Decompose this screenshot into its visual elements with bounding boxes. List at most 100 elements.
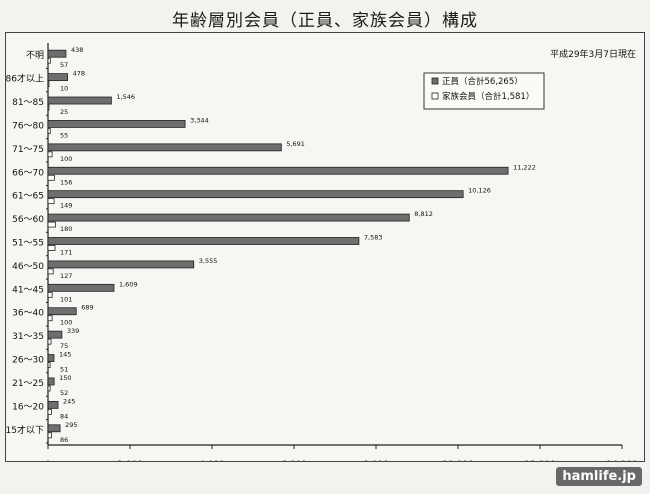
- bar-family-member: [47, 315, 53, 322]
- bar-family-member: [47, 362, 51, 368]
- bar-regular-member: [47, 424, 61, 433]
- bar-label-regular-member: 11,222: [513, 163, 536, 171]
- bar-label-regular-member: 339: [67, 327, 79, 335]
- bar-label-family-member: 52: [60, 389, 68, 397]
- bar-family-member: [47, 151, 53, 158]
- bar-label-family-member: 84: [60, 412, 68, 420]
- bar-label-regular-member: 7,583: [364, 234, 383, 242]
- bar-family-member: [47, 268, 54, 275]
- bar-label-family-member: 149: [60, 202, 72, 210]
- category-label: 51〜55: [12, 239, 44, 249]
- bar-regular-member: [47, 260, 195, 269]
- bar-family-member: [47, 174, 55, 181]
- category-label: 31〜35: [12, 332, 44, 342]
- bar-label-family-member: 100: [60, 155, 72, 163]
- bar-label-family-member: 127: [60, 272, 72, 280]
- legend-label-regular-member: 正員（合計56,265）: [442, 76, 523, 87]
- bar-label-family-member: 100: [60, 319, 72, 327]
- bar-label-regular-member: 295: [65, 421, 77, 429]
- bar-label-regular-member: 245: [63, 397, 75, 405]
- x-tick-label: 0: [45, 460, 51, 461]
- bar-label-regular-member: 145: [59, 351, 71, 359]
- category-label: 56〜60: [12, 215, 44, 225]
- bar-regular-member: [47, 307, 77, 316]
- bar-regular-member: [47, 73, 68, 82]
- category-label: 86才以上: [6, 73, 44, 85]
- bar-family-member: [47, 128, 51, 134]
- category-label: 16〜20: [12, 402, 44, 412]
- category-label: 66〜70: [12, 168, 44, 178]
- category-label: 不明: [26, 50, 44, 61]
- date-note: 平成29年3月7日現在: [550, 48, 636, 60]
- category-label: 71〜75: [12, 145, 44, 155]
- x-tick-label: 10,000: [442, 460, 474, 461]
- bar-label-regular-member: 1,546: [116, 93, 135, 101]
- category-label: 46〜50: [12, 262, 44, 272]
- bar-family-member: [47, 81, 50, 88]
- bar-regular-member: [47, 166, 509, 175]
- x-tick-label: 8,000: [363, 460, 389, 461]
- bar-label-family-member: 101: [60, 295, 72, 303]
- bar-regular-member: [47, 377, 55, 386]
- x-tick-label: 14,000: [606, 460, 638, 461]
- bar-regular-member: [47, 190, 464, 199]
- legend-swatch-regular-member: [431, 77, 439, 85]
- bar-regular-member: [47, 237, 360, 245]
- x-tick-label: 4,000: [199, 460, 225, 461]
- age-group-bar-chart: 0 2,000 4,000 6,000 8,000 10,000 12,000 14,000 不…: [6, 43, 638, 461]
- bar-label-regular-member: 1,609: [119, 280, 138, 288]
- category-label: 36〜40: [12, 309, 44, 319]
- bar-label-family-member: 57: [60, 61, 68, 69]
- bar-regular-member: [47, 120, 186, 128]
- bar-family-member: [47, 338, 52, 345]
- bar-regular-member: [47, 400, 59, 409]
- chart-frame: 0 2,000 4,000 6,000 8,000 10,000 12,000 14,000 不…: [5, 32, 645, 462]
- bar-family-member: [47, 221, 56, 228]
- bar-label-regular-member: 10,126: [468, 187, 491, 195]
- bar-label-regular-member: 689: [81, 304, 93, 312]
- bar-label-regular-member: 150: [59, 374, 71, 382]
- legend-label-family-member: 家族会員（合計1,581）: [442, 91, 534, 102]
- x-tick-label: 2,000: [117, 460, 143, 461]
- bar-label-family-member: 10: [60, 85, 68, 93]
- bar-family-member: [47, 408, 52, 415]
- bar-label-regular-member: 5,691: [286, 140, 305, 148]
- page-title: 年齢層別会員（正員、家族会員）構成: [0, 6, 650, 33]
- bar-label-family-member: 86: [60, 436, 68, 444]
- x-tick-label: 12,000: [524, 460, 556, 461]
- legend-swatch-family-member: [431, 92, 439, 100]
- category-label: 26〜30: [12, 356, 44, 366]
- bar-label-family-member: 171: [60, 249, 72, 257]
- category-label: 15才以下: [6, 424, 44, 436]
- bar-label-regular-member: 8,812: [414, 210, 433, 218]
- bar-regular-member: [47, 49, 67, 58]
- bar-label-family-member: 55: [60, 131, 68, 139]
- bar-label-family-member: 51: [60, 366, 68, 374]
- bar-label-regular-member: 438: [71, 46, 83, 54]
- category-label: 76〜80: [12, 121, 44, 131]
- bar-regular-member: [47, 283, 115, 292]
- bar-regular-member: [47, 330, 63, 339]
- bar-family-member: [47, 432, 52, 439]
- bar-family-member: [47, 198, 55, 205]
- bar-family-member: [47, 291, 53, 298]
- x-tick-label: 6,000: [281, 460, 307, 461]
- bar-regular-member: [47, 96, 112, 105]
- legend-box: [423, 72, 545, 110]
- bar-family-member: [47, 245, 56, 251]
- bar-label-family-member: 25: [60, 108, 68, 116]
- category-label: 61〜65: [12, 192, 44, 202]
- category-label: 21〜25: [12, 379, 44, 389]
- bar-regular-member: [47, 354, 55, 362]
- bar-family-member: [47, 57, 51, 64]
- bar-regular-member: [47, 213, 410, 222]
- bar-label-regular-member: 3,555: [199, 257, 218, 265]
- bar-label-family-member: 156: [60, 178, 72, 186]
- bar-regular-member: [47, 143, 282, 152]
- site-watermark: hamlife.jp: [556, 467, 642, 486]
- bar-family-member: [47, 385, 51, 392]
- category-label: 81〜85: [12, 98, 44, 108]
- bar-label-regular-member: 478: [73, 70, 85, 78]
- category-label: 41〜45: [12, 285, 44, 295]
- bar-family-member: [47, 104, 50, 111]
